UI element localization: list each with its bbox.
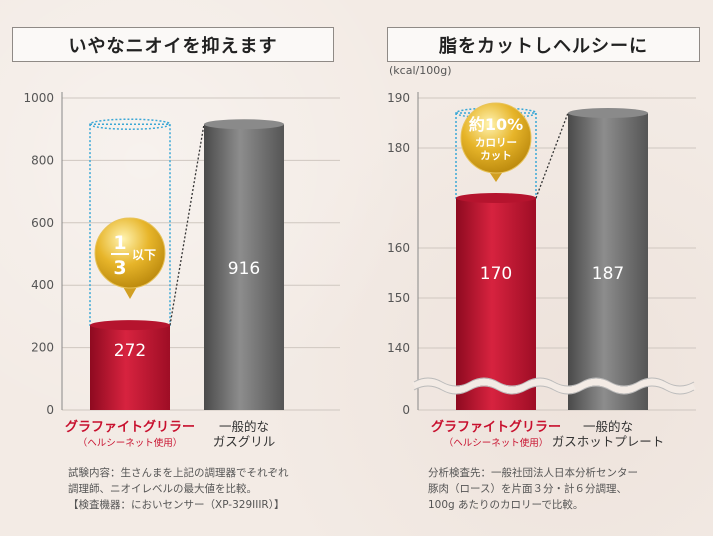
badge-circle — [460, 102, 532, 174]
category-sublabel: ガスホットプレート — [552, 434, 665, 449]
category-label: グラファイトグリラー — [431, 419, 561, 435]
value-label: 187 — [592, 264, 624, 284]
badge-numerator: 1 — [113, 232, 126, 254]
odor-note-line: 【検査機器：においセンサー（XP-329IIIR）】 — [68, 499, 285, 511]
odor-note: 試験内容：生さんまを上記の調理器でそれぞれ 調理師、ニオイレベルの最大値を比較。… — [68, 465, 289, 513]
badge-cut: カット — [480, 150, 512, 162]
bar-gas-hotplate — [568, 113, 648, 410]
category-sublabel: （ヘルシーネット使用） — [78, 437, 183, 449]
badge-calorie: カロリー — [475, 137, 517, 149]
badge-denominator: 3 — [113, 257, 126, 279]
y-tick-label: 0 — [46, 403, 54, 417]
odor-note-line: 試験内容：生さんまを上記の調理器でそれぞれ — [68, 467, 289, 479]
odor-chart-title: いやなニオイを抑えます — [12, 27, 334, 62]
y-tick-label: 150 — [387, 291, 410, 305]
badge-suffix: 以下 — [132, 248, 156, 262]
axis-break-edge — [413, 385, 695, 395]
calorie-panel: 脂をカットしヘルシーに (kcal/100g) 0 140 150 160 180 190… — [356, 0, 713, 536]
calorie-note-line: 豚肉（ロース）を片面３分・計６分調理、 — [428, 483, 627, 495]
calorie-chart-title: 脂をカットしヘルシーに — [387, 27, 700, 62]
badge-percent: 約10% — [469, 115, 523, 134]
calorie-note-line: 分析検査先：一般社団法人日本分析センター — [428, 467, 638, 479]
calorie-note: 分析検査先：一般社団法人日本分析センター 豚肉（ロース）を片面３分・計６分調理、… — [428, 465, 638, 513]
axis-break — [412, 378, 696, 394]
odor-note-line: 調理師、ニオイレベルの最大値を比較。 — [68, 483, 257, 495]
value-label: 916 — [228, 259, 260, 279]
category-label: 一般的な — [219, 419, 269, 434]
calorie-chart: 0 140 150 160 180 190 170 187 約10% カロリーカットグラファイトグ… — [387, 91, 696, 449]
category-sublabel: ガスグリル — [213, 434, 276, 449]
badge-circle — [94, 217, 166, 289]
calorie-unit-label: (kcal/100g) — [389, 64, 452, 77]
odor-panel: いやなニオイを抑えます 0 200 400 600 800 1000 272 916 1 3 以下グ… — [0, 0, 356, 536]
y-tick-label: 160 — [387, 241, 410, 255]
y-tick-label: 140 — [387, 341, 410, 355]
y-tick-label: 600 — [31, 216, 54, 230]
y-tick-label: 0 — [402, 403, 410, 417]
bar-graphite-top — [90, 320, 170, 331]
y-tick-label: 400 — [31, 278, 54, 292]
y-tick-label: 190 — [387, 91, 410, 105]
projection-outline-top — [89, 118, 171, 130]
value-label: 170 — [480, 264, 512, 284]
category-label: 一般的な — [583, 419, 633, 434]
value-label: 272 — [114, 341, 146, 361]
bar-graphite — [90, 325, 170, 410]
comparison-line — [535, 112, 569, 199]
y-tick-label: 1000 — [23, 91, 54, 105]
bar-gas-grill — [204, 124, 284, 410]
calorie-note-line: 100g あたりのカロリーで比較。 — [428, 499, 584, 511]
bar-graphite-top — [456, 193, 536, 203]
bar-gas-hotplate-top — [568, 108, 648, 118]
badge-pointer — [122, 285, 138, 299]
comparison-line — [169, 124, 205, 326]
category-label: グラファイトグリラー — [65, 419, 195, 435]
y-tick-label: 180 — [387, 141, 410, 155]
category-sublabel: （ヘルシーネット使用） — [444, 437, 549, 449]
y-tick-label: 800 — [31, 153, 54, 167]
y-tick-label: 200 — [31, 341, 54, 355]
axis-break-edge — [413, 377, 695, 387]
bar-graphite — [456, 198, 536, 410]
bar-gas-grill-top — [204, 119, 284, 130]
